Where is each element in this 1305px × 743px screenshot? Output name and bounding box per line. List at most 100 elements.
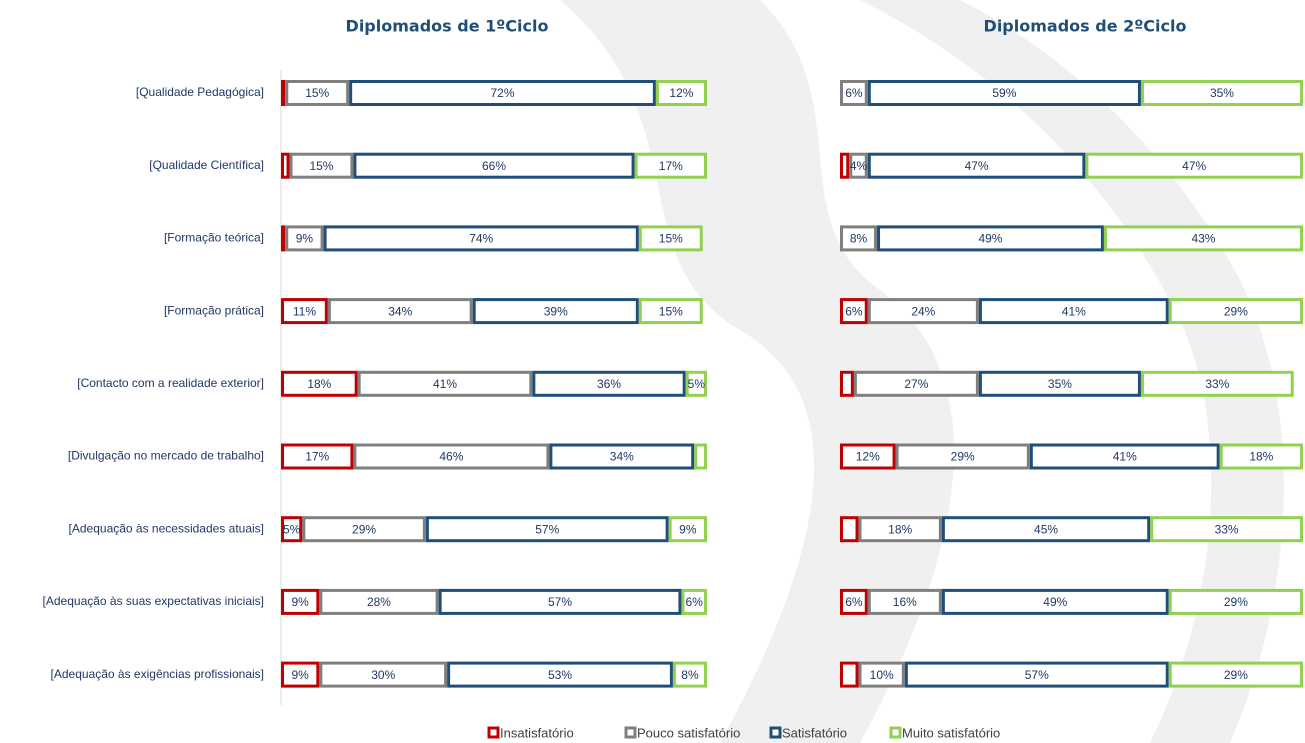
bar-segment <box>672 661 707 688</box>
value-label: 41% <box>1062 304 1086 318</box>
value-label: 41% <box>433 377 457 391</box>
value-label: 9% <box>291 595 309 609</box>
value-label: 29% <box>1224 668 1248 682</box>
value-label: 33% <box>1215 522 1239 536</box>
bar-segment <box>867 80 1141 106</box>
value-label: 9% <box>296 232 314 246</box>
legend-swatch <box>769 726 782 739</box>
bar-segment <box>1168 661 1303 688</box>
chart-title: Diplomados de 1ºCiclo <box>346 17 549 36</box>
value-label: 5% <box>283 522 301 536</box>
category-label: [Formação teórica] <box>164 231 264 245</box>
value-label: 29% <box>1224 595 1248 609</box>
bar-segment <box>438 588 682 615</box>
bar-segment <box>1103 225 1304 252</box>
bar-segment <box>867 298 979 325</box>
bar-segment <box>1219 443 1304 470</box>
value-label: 39% <box>544 304 568 318</box>
bar-segment <box>302 516 426 543</box>
value-label: 36% <box>597 377 621 391</box>
bar-segment <box>472 298 639 325</box>
bar-segment <box>668 516 707 543</box>
value-label: 10% <box>870 668 894 682</box>
bar-segment <box>941 516 1151 543</box>
value-label: 59% <box>992 86 1016 100</box>
value-label: 29% <box>951 450 975 464</box>
value-label: 33% <box>1205 377 1229 391</box>
bar-segment <box>694 443 707 470</box>
bar-segment <box>1168 588 1303 615</box>
category-label: [Formação prática] <box>164 303 264 317</box>
bar-segment <box>904 661 1169 688</box>
value-label: 46% <box>439 450 463 464</box>
bar-segment <box>353 443 550 470</box>
bar-segment <box>285 80 350 106</box>
bar-segment <box>532 370 686 397</box>
value-label: 18% <box>888 522 912 536</box>
bar-segment <box>638 225 703 252</box>
bar-segment <box>319 661 448 688</box>
bar-segment <box>447 661 673 688</box>
bar-segment <box>849 152 868 179</box>
bar-segment <box>327 298 473 325</box>
bar-segment <box>281 588 320 615</box>
legend-label: Pouco satisfatório <box>637 725 740 740</box>
value-label: 35% <box>1048 377 1072 391</box>
bar-segment <box>281 152 290 179</box>
value-label: 27% <box>904 377 928 391</box>
bar-segment <box>1140 80 1303 106</box>
bar-segment <box>281 80 286 106</box>
category-label: [Contacto com a realidade exterior] <box>77 376 264 390</box>
value-label: 6% <box>845 86 863 100</box>
value-label: 6% <box>686 595 704 609</box>
bar-segment <box>840 661 859 688</box>
watermark <box>560 0 1284 743</box>
value-label: 15% <box>305 86 329 100</box>
value-label: 6% <box>845 304 863 318</box>
value-label: 57% <box>535 522 559 536</box>
bar-segment <box>353 152 635 179</box>
value-label: 43% <box>1191 232 1215 246</box>
bar-segment <box>853 370 979 397</box>
bar-segment <box>549 443 695 470</box>
value-label: 6% <box>845 595 863 609</box>
bar-segment <box>685 370 708 397</box>
bar-segment <box>1029 443 1220 470</box>
bar-segment <box>840 152 850 179</box>
bar-segment <box>681 588 708 615</box>
bar-segment <box>1085 152 1304 179</box>
value-label: 45% <box>1034 522 1058 536</box>
bar-segment <box>840 298 868 325</box>
bar-segment <box>1140 370 1294 397</box>
bar-segment <box>281 443 354 470</box>
value-label: 8% <box>850 232 868 246</box>
value-label: 11% <box>293 304 316 318</box>
value-label: 35% <box>1210 86 1234 100</box>
bar-segment <box>858 516 942 543</box>
value-label: 57% <box>1025 668 1049 682</box>
bar-segment <box>281 298 328 325</box>
value-label: 30% <box>371 668 395 682</box>
legend-label: Muito satisfatório <box>902 725 1000 740</box>
legend-label: Satisfatório <box>782 725 847 740</box>
category-label: [Adequação às exigências profissionais] <box>51 667 264 681</box>
bar-segment <box>655 80 708 106</box>
value-label: 8% <box>681 668 699 682</box>
value-label: 17% <box>305 450 329 464</box>
bar-segment <box>978 370 1141 397</box>
value-label: 29% <box>352 522 376 536</box>
value-label: 12% <box>856 450 880 464</box>
category-label: [Qualidade Científica] <box>149 158 264 172</box>
legend-swatch <box>624 726 637 739</box>
bar-segment <box>281 370 358 397</box>
value-label: 24% <box>911 304 935 318</box>
value-label: 9% <box>679 522 697 536</box>
bar-segment <box>867 588 942 615</box>
bar-segment <box>281 661 320 688</box>
value-label: 57% <box>548 595 572 609</box>
bar-segment <box>323 225 639 252</box>
value-label: 34% <box>610 450 634 464</box>
category-label: [Qualidade Pedagógica] <box>136 85 264 99</box>
bar-segment <box>285 225 324 252</box>
